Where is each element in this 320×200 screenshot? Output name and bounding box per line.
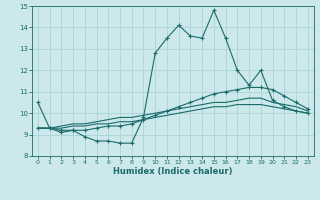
X-axis label: Humidex (Indice chaleur): Humidex (Indice chaleur) <box>113 167 233 176</box>
